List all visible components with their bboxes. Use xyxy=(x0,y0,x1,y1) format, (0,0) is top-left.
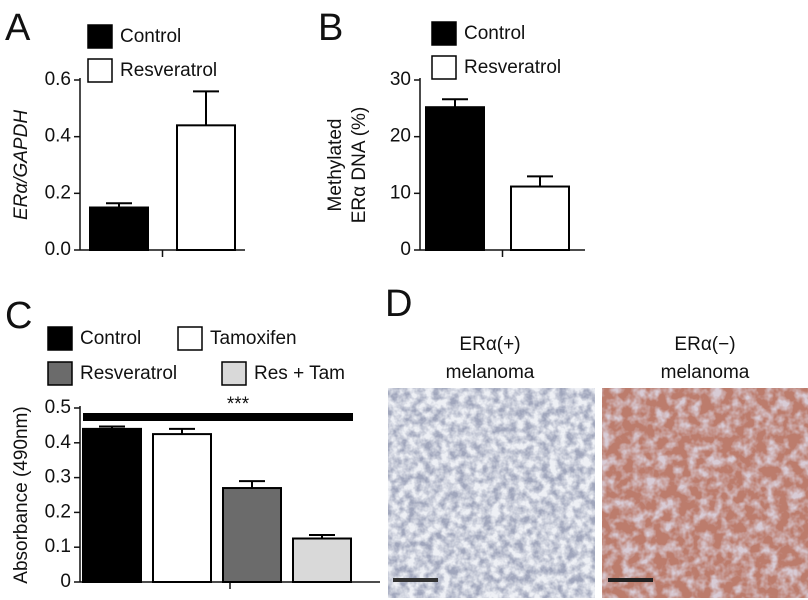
legend-swatch xyxy=(87,24,113,49)
y-tick-label: 0.2 xyxy=(45,182,71,203)
y-tick-label: 0.1 xyxy=(45,536,71,557)
y-axis-label: Methylated xyxy=(325,119,346,212)
legend-label: Resveratrol xyxy=(464,57,561,78)
legend-label: Control xyxy=(80,328,141,349)
legend-swatch xyxy=(431,55,457,80)
y-axis-label: ERα DNA (%) xyxy=(349,107,370,224)
bar xyxy=(82,427,142,583)
bar xyxy=(292,537,352,583)
y-axis-label: ERα/GAPDH xyxy=(11,110,32,220)
bar xyxy=(425,106,485,251)
legend-swatch xyxy=(47,361,73,386)
y-tick-label: 0.0 xyxy=(45,239,71,260)
panel-letter: D xyxy=(385,283,412,325)
significance-label: *** xyxy=(227,394,250,415)
legend-label: Resveratrol xyxy=(120,60,217,81)
y-tick-label: 0.4 xyxy=(45,432,72,453)
y-tick-label: 20 xyxy=(390,126,411,147)
legend-label: Res + Tam xyxy=(254,363,345,384)
legend-swatch xyxy=(87,58,113,83)
y-tick-label: 0.6 xyxy=(45,69,71,90)
y-tick-label: 0 xyxy=(400,239,411,260)
image-label: ERα(−) xyxy=(674,334,735,355)
image-label: melanoma xyxy=(446,362,535,383)
panel-letter: C xyxy=(5,295,32,337)
y-tick-label: 0.2 xyxy=(45,501,71,522)
image-label: ERα(+) xyxy=(459,334,520,355)
legend-label: Tamoxifen xyxy=(210,328,297,349)
y-tick-label: 30 xyxy=(390,69,411,90)
panel-d: D ERα(+) melanoma ERα(−) melanoma xyxy=(385,283,808,598)
bar xyxy=(89,206,149,251)
image-label: melanoma xyxy=(661,362,750,383)
bar xyxy=(510,185,570,252)
legend-swatch xyxy=(177,326,203,351)
legend-label: Control xyxy=(464,23,525,44)
y-tick-label: 0.5 xyxy=(45,397,71,418)
legend-swatch xyxy=(47,326,73,351)
bar xyxy=(176,124,236,251)
y-tick-label: 0 xyxy=(60,571,71,592)
panel-letter: B xyxy=(318,7,343,49)
legend-swatch xyxy=(221,361,247,386)
legend-label: Control xyxy=(120,26,181,47)
y-axis-label: Absorbance (490nm) xyxy=(11,406,32,583)
panel-letter: A xyxy=(5,7,31,49)
bar xyxy=(222,487,282,584)
legend-swatch xyxy=(431,21,457,46)
y-tick-label: 0.3 xyxy=(45,467,71,488)
bar xyxy=(152,433,212,583)
y-tick-label: 0.4 xyxy=(45,126,72,147)
micrograph-texture xyxy=(602,388,808,598)
micrograph-texture xyxy=(388,388,595,598)
y-tick-label: 10 xyxy=(390,182,411,203)
legend-label: Resveratrol xyxy=(80,363,177,384)
